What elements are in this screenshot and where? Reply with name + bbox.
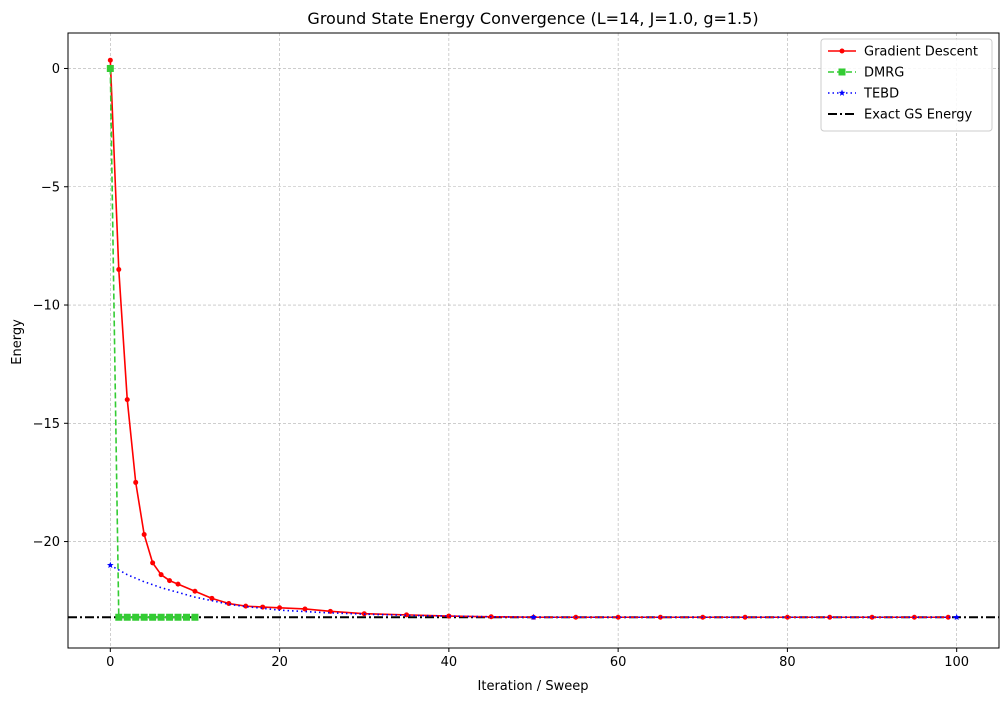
data-point bbox=[869, 614, 875, 620]
legend: Gradient Descent DMRG TEBD Exact GS Energy bbox=[820, 38, 993, 132]
data-point bbox=[827, 614, 833, 620]
data-point bbox=[302, 606, 308, 612]
data-point bbox=[192, 588, 198, 594]
data-point bbox=[742, 614, 748, 620]
data-point bbox=[107, 57, 113, 63]
plot-area bbox=[68, 33, 999, 648]
x-tick-label: 100 bbox=[944, 655, 969, 670]
data-point bbox=[106, 561, 114, 569]
data-point bbox=[157, 613, 165, 621]
y-tick-label: −5 bbox=[41, 180, 60, 195]
data-point bbox=[116, 267, 122, 273]
legend-item-exact-gs-energy: Exact GS Energy bbox=[828, 108, 973, 123]
data-point bbox=[174, 613, 182, 621]
data-point bbox=[945, 614, 951, 620]
data-point bbox=[124, 397, 130, 403]
legend-label: Exact GS Energy bbox=[864, 108, 973, 123]
legend-item-tebd: TEBD bbox=[828, 87, 899, 102]
data-point bbox=[182, 613, 190, 621]
legend-item-gradient-descent: Gradient Descent bbox=[828, 45, 978, 60]
legend-label: TEBD bbox=[863, 87, 899, 102]
y-axis-label: Energy bbox=[10, 319, 25, 365]
axis-ticks: 0 20 40 60 80 100 0 −5 −10 −15 −20 bbox=[33, 62, 970, 670]
series-tebd bbox=[106, 561, 961, 621]
x-tick-label: 60 bbox=[610, 655, 627, 670]
data-point bbox=[141, 531, 147, 537]
data-point bbox=[123, 613, 131, 621]
data-point bbox=[158, 572, 164, 578]
y-tick-label: −15 bbox=[33, 417, 60, 432]
series-layer bbox=[68, 57, 999, 621]
x-tick-label: 0 bbox=[106, 655, 114, 670]
series-line bbox=[109, 564, 957, 619]
data-point bbox=[953, 613, 961, 621]
series-dmrg bbox=[106, 64, 199, 621]
data-point bbox=[277, 605, 283, 611]
data-point bbox=[140, 613, 148, 621]
data-point bbox=[243, 603, 249, 609]
legend-label: DMRG bbox=[864, 66, 904, 81]
data-point bbox=[132, 613, 140, 621]
y-tick-label: 0 bbox=[52, 62, 60, 77]
data-point bbox=[530, 613, 537, 621]
y-tick-label: −20 bbox=[33, 535, 60, 550]
data-point bbox=[175, 581, 181, 587]
data-point bbox=[115, 613, 123, 621]
chart-title: Ground State Energy Convergence (L=14, J… bbox=[307, 9, 758, 28]
data-point bbox=[149, 613, 157, 621]
x-tick-label: 80 bbox=[779, 655, 796, 670]
data-point bbox=[166, 613, 174, 621]
data-point bbox=[167, 578, 173, 584]
data-point bbox=[657, 614, 663, 620]
data-point bbox=[209, 595, 215, 601]
x-axis-label: Iteration / Sweep bbox=[478, 679, 589, 694]
data-point bbox=[615, 614, 621, 620]
data-point bbox=[150, 560, 156, 566]
data-point bbox=[404, 612, 410, 618]
data-point bbox=[191, 613, 199, 621]
data-point bbox=[106, 64, 114, 72]
legend-swatch-marker bbox=[838, 68, 846, 76]
legend-swatch-marker bbox=[838, 89, 846, 96]
plot-frame bbox=[67, 32, 1000, 649]
y-tick-label: −10 bbox=[33, 299, 60, 314]
legend-item-dmrg: DMRG bbox=[828, 66, 904, 81]
data-point bbox=[133, 479, 139, 485]
legend-swatch-marker bbox=[839, 48, 845, 54]
legend-box bbox=[820, 38, 993, 132]
legend-label: Gradient Descent bbox=[864, 45, 978, 60]
x-tick-label: 20 bbox=[271, 655, 288, 670]
data-point bbox=[446, 613, 452, 619]
x-tick-label: 40 bbox=[441, 655, 458, 670]
